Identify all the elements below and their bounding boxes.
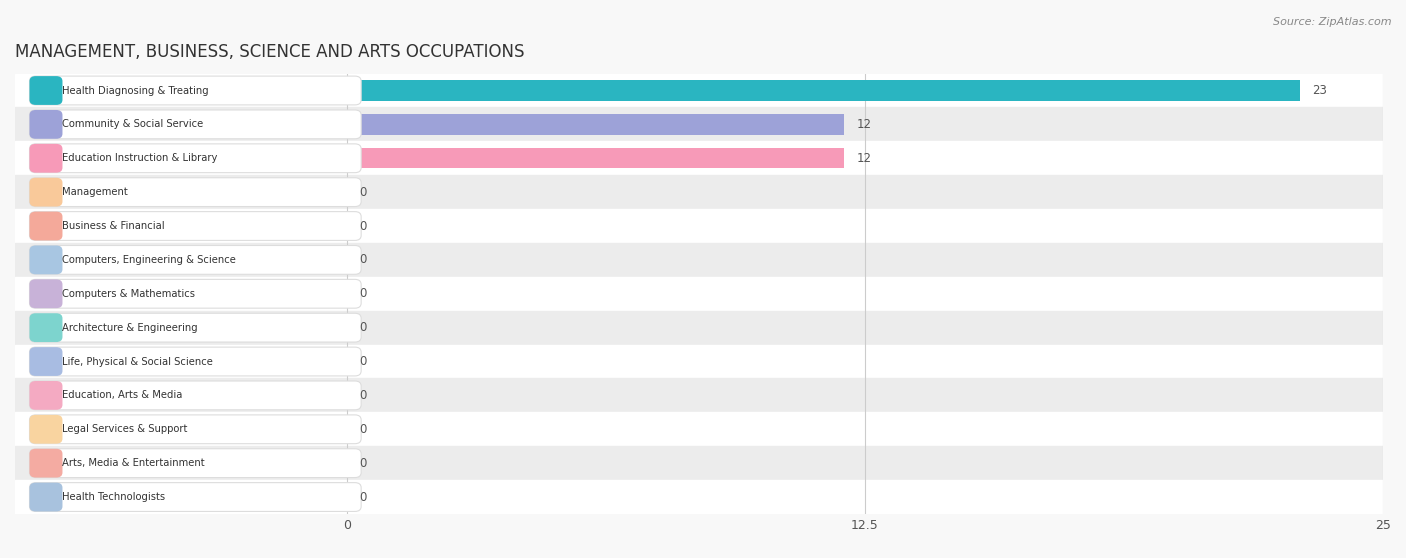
FancyBboxPatch shape (30, 211, 62, 240)
FancyBboxPatch shape (30, 246, 62, 275)
FancyBboxPatch shape (30, 381, 62, 410)
FancyBboxPatch shape (30, 483, 361, 512)
FancyBboxPatch shape (30, 110, 361, 139)
Text: Computers & Mathematics: Computers & Mathematics (62, 289, 195, 299)
Text: Computers, Engineering & Science: Computers, Engineering & Science (62, 255, 236, 265)
FancyBboxPatch shape (30, 415, 62, 444)
Bar (15, 108, 1384, 141)
Text: 0: 0 (359, 456, 367, 470)
Text: Source: ZipAtlas.com: Source: ZipAtlas.com (1274, 17, 1392, 27)
Text: Education, Arts & Media: Education, Arts & Media (62, 391, 183, 401)
Text: 0: 0 (359, 321, 367, 334)
FancyBboxPatch shape (30, 246, 361, 275)
Text: Management: Management (62, 187, 128, 197)
FancyBboxPatch shape (30, 280, 361, 308)
Text: 0: 0 (359, 287, 367, 300)
FancyBboxPatch shape (30, 449, 361, 478)
FancyBboxPatch shape (30, 280, 62, 308)
FancyBboxPatch shape (30, 313, 361, 342)
FancyBboxPatch shape (30, 313, 62, 342)
FancyBboxPatch shape (30, 347, 62, 376)
Text: 12: 12 (856, 152, 872, 165)
Text: MANAGEMENT, BUSINESS, SCIENCE AND ARTS OCCUPATIONS: MANAGEMENT, BUSINESS, SCIENCE AND ARTS O… (15, 43, 524, 61)
Text: Health Diagnosing & Treating: Health Diagnosing & Treating (62, 85, 209, 95)
FancyBboxPatch shape (30, 178, 62, 206)
Bar (347, 80, 1301, 100)
FancyBboxPatch shape (30, 76, 62, 105)
Text: 0: 0 (359, 355, 367, 368)
Bar (15, 378, 1384, 412)
Text: 0: 0 (359, 253, 367, 266)
Text: 0: 0 (359, 423, 367, 436)
Text: 12: 12 (856, 118, 872, 131)
FancyBboxPatch shape (30, 449, 62, 478)
FancyBboxPatch shape (30, 110, 62, 139)
Text: Business & Financial: Business & Financial (62, 221, 165, 231)
FancyBboxPatch shape (30, 76, 361, 105)
Bar (15, 277, 1384, 311)
Text: 0: 0 (359, 490, 367, 503)
Text: Health Technologists: Health Technologists (62, 492, 166, 502)
Text: Life, Physical & Social Science: Life, Physical & Social Science (62, 357, 214, 367)
Text: Community & Social Service: Community & Social Service (62, 119, 204, 129)
Bar (347, 148, 844, 169)
Text: Education Instruction & Library: Education Instruction & Library (62, 153, 218, 163)
Bar (15, 446, 1384, 480)
Text: 0: 0 (359, 186, 367, 199)
Text: Arts, Media & Entertainment: Arts, Media & Entertainment (62, 458, 205, 468)
Bar (15, 209, 1384, 243)
Bar (15, 243, 1384, 277)
FancyBboxPatch shape (30, 381, 361, 410)
Bar (15, 175, 1384, 209)
Text: 0: 0 (359, 389, 367, 402)
FancyBboxPatch shape (30, 211, 361, 240)
Text: Architecture & Engineering: Architecture & Engineering (62, 323, 198, 333)
Bar (15, 480, 1384, 514)
FancyBboxPatch shape (30, 415, 361, 444)
Text: 0: 0 (359, 219, 367, 233)
FancyBboxPatch shape (30, 144, 62, 172)
FancyBboxPatch shape (30, 178, 361, 206)
Bar (15, 311, 1384, 345)
Bar (15, 74, 1384, 108)
Bar (15, 345, 1384, 378)
Text: Legal Services & Support: Legal Services & Support (62, 424, 188, 434)
Bar (347, 114, 844, 134)
FancyBboxPatch shape (30, 144, 361, 172)
Text: 23: 23 (1313, 84, 1327, 97)
FancyBboxPatch shape (30, 347, 361, 376)
Bar (15, 412, 1384, 446)
Bar (15, 141, 1384, 175)
FancyBboxPatch shape (30, 483, 62, 512)
